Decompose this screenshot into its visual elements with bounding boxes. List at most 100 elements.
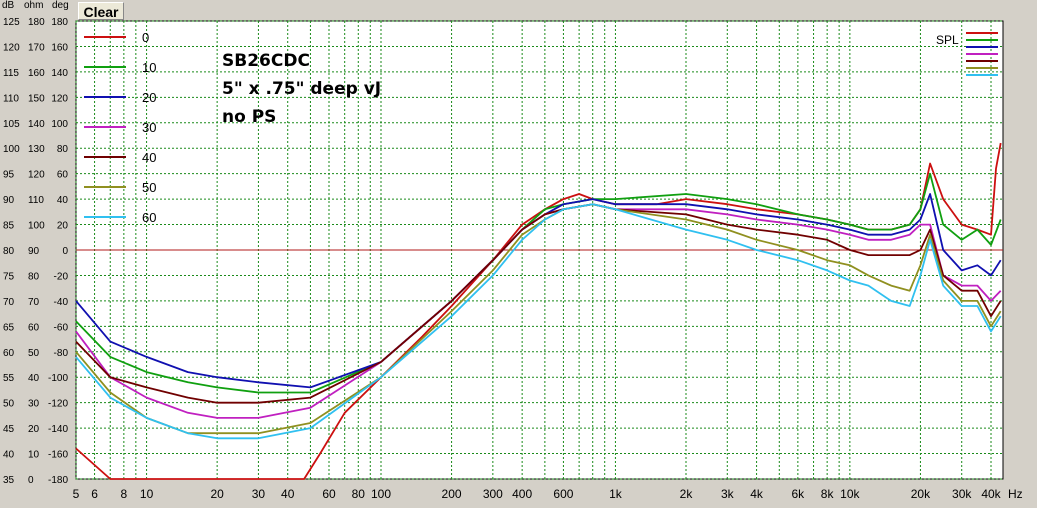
db-tick-label: 50 <box>3 399 15 410</box>
ohm-tick-label: 140 <box>28 119 45 130</box>
deg-tick-label: 120 <box>51 93 68 104</box>
ohm-tick-label: 160 <box>28 68 45 79</box>
db-tick-label: 95 <box>3 170 15 181</box>
x-tick-label: 3k <box>721 487 735 501</box>
ohm-tick-label: 150 <box>28 93 45 104</box>
x-tick-label: 40k <box>981 487 1001 501</box>
x-tick-label: 80 <box>352 487 366 501</box>
deg-tick-label: 20 <box>57 221 69 232</box>
x-tick-label: 20k <box>911 487 931 501</box>
x-tick-label: 8 <box>121 487 128 501</box>
ohm-tick-label: 170 <box>28 42 45 53</box>
y-tick-labels: 1251201151101051009590858075706560555045… <box>3 17 68 486</box>
x-unit-label: Hz <box>1008 487 1023 501</box>
deg-tick-label: -60 <box>54 322 69 333</box>
x-tick-label: 6 <box>91 487 98 501</box>
x-tick-label: 40 <box>281 487 295 501</box>
x-tick-label: 10 <box>140 487 154 501</box>
db-column-header: dB <box>2 0 15 11</box>
x-tick-label: 8k <box>821 487 835 501</box>
x-tick-label: 2k <box>680 487 694 501</box>
ohm-tick-label: 40 <box>28 373 40 384</box>
spl-legend: SPL <box>936 32 998 76</box>
x-tick-label: 10k <box>840 487 860 501</box>
db-tick-label: 115 <box>3 68 19 79</box>
spl-label: SPL <box>936 33 959 47</box>
annotation-line-2: 5" x .75" deep vJ <box>222 79 382 99</box>
deg-tick-label: 160 <box>51 42 68 53</box>
db-tick-label: 90 <box>3 195 15 206</box>
db-tick-label: 105 <box>3 119 20 130</box>
x-tick-label: 5 <box>73 487 80 501</box>
x-tick-labels: 5 6 8 10 20 30 40 60 80 100 200 300 400 600 1k 2k 3k 4k 6k… <box>73 487 1023 501</box>
clear-button[interactable]: Clear <box>78 2 124 20</box>
x-tick-label: 6k <box>792 487 806 501</box>
deg-tick-label: 60 <box>57 170 69 181</box>
ohm-tick-label: 110 <box>28 195 44 206</box>
x-tick-label: 4k <box>750 487 764 501</box>
ohm-tick-label: 70 <box>28 297 40 308</box>
ohm-tick-label: 130 <box>28 144 45 155</box>
series-line-10 <box>75 172 1002 394</box>
db-tick-label: 80 <box>3 246 15 257</box>
legend-label-30: 30 <box>142 120 156 135</box>
deg-tick-label: -180 <box>48 475 68 486</box>
deg-column-header: deg <box>52 0 69 11</box>
deg-tick-label: -160 <box>48 450 68 461</box>
x-tick-label: 1k <box>609 487 623 501</box>
deg-tick-label: -20 <box>54 271 69 282</box>
x-tick-label: 200 <box>442 487 462 501</box>
ohm-tick-label: 60 <box>28 322 40 333</box>
x-tick-label: 300 <box>483 487 503 501</box>
legend-label-20: 20 <box>142 90 156 105</box>
deg-tick-label: -80 <box>54 348 69 359</box>
series-line-20 <box>75 193 1002 389</box>
series-line-50 <box>75 203 1002 435</box>
db-tick-label: 65 <box>3 322 15 333</box>
legend-label-50: 50 <box>142 180 156 195</box>
deg-tick-label: 100 <box>51 119 68 130</box>
ohm-tick-label: 10 <box>28 450 40 461</box>
annotation-line-1: SB26CDC <box>222 51 310 71</box>
legend-label-10: 10 <box>142 60 156 75</box>
db-tick-label: 125 <box>3 17 20 28</box>
series-lines <box>75 142 1002 480</box>
x-tick-label: 600 <box>553 487 573 501</box>
deg-tick-label: -140 <box>48 424 68 435</box>
db-tick-label: 120 <box>3 42 20 53</box>
db-tick-label: 75 <box>3 271 15 282</box>
db-tick-label: 55 <box>3 373 15 384</box>
ohm-tick-label: 80 <box>28 271 40 282</box>
ohm-tick-label: 30 <box>28 399 40 410</box>
db-tick-label: 70 <box>3 297 15 308</box>
deg-tick-label: 140 <box>51 68 68 79</box>
ohm-tick-label: 120 <box>28 170 45 181</box>
db-tick-label: 100 <box>3 144 20 155</box>
deg-tick-label: 0 <box>62 246 68 257</box>
x-tick-label: 60 <box>322 487 336 501</box>
db-tick-label: 110 <box>3 93 19 104</box>
db-tick-label: 35 <box>3 475 15 486</box>
x-tick-label: 20 <box>210 487 224 501</box>
deg-tick-label: 180 <box>51 17 68 28</box>
deg-tick-label: 40 <box>57 195 69 206</box>
x-tick-label: 400 <box>512 487 532 501</box>
ohm-column-header: ohm <box>24 0 44 11</box>
legend-label-60: 60 <box>142 210 156 225</box>
deg-tick-label: 80 <box>57 144 69 155</box>
annotation-line-3: no PS <box>222 107 277 127</box>
legend-label-0: 0 <box>142 30 149 45</box>
ohm-tick-label: 90 <box>28 246 40 257</box>
db-tick-label: 45 <box>3 424 15 435</box>
deg-tick-label: -40 <box>54 297 69 308</box>
x-tick-label: 30k <box>952 487 972 501</box>
series-line-30 <box>75 203 1002 419</box>
legend: 0 10 20 30 40 50 60 <box>84 30 156 225</box>
db-tick-label: 85 <box>3 221 15 232</box>
db-tick-label: 40 <box>3 450 15 461</box>
ohm-tick-label: 50 <box>28 348 40 359</box>
ohm-tick-label: 100 <box>28 221 45 232</box>
series-line-40 <box>75 203 1002 404</box>
ohm-tick-label: 0 <box>28 475 34 486</box>
